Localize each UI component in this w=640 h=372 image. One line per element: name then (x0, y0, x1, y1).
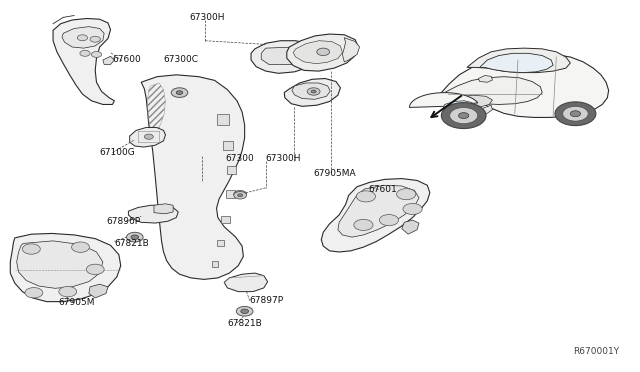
Polygon shape (129, 205, 178, 223)
Circle shape (92, 51, 102, 57)
Polygon shape (141, 75, 244, 279)
Text: 67300: 67300 (225, 154, 254, 163)
Circle shape (356, 191, 376, 202)
Polygon shape (227, 190, 235, 198)
Circle shape (86, 264, 104, 275)
Circle shape (311, 90, 316, 93)
Circle shape (234, 190, 246, 198)
Polygon shape (342, 38, 360, 62)
Polygon shape (410, 93, 478, 108)
Circle shape (442, 103, 486, 129)
Text: 67300C: 67300C (164, 55, 198, 64)
Polygon shape (212, 261, 218, 267)
Polygon shape (217, 114, 228, 125)
Polygon shape (53, 19, 115, 105)
Text: 67896P: 67896P (106, 217, 140, 226)
Polygon shape (338, 185, 419, 237)
Circle shape (22, 244, 40, 254)
Polygon shape (478, 76, 492, 82)
Text: 67300H: 67300H (189, 13, 225, 22)
Polygon shape (89, 284, 108, 298)
Circle shape (317, 48, 330, 55)
Circle shape (127, 232, 143, 242)
Text: 67897P: 67897P (250, 296, 284, 305)
Text: 67821B: 67821B (227, 319, 262, 328)
Circle shape (145, 134, 154, 139)
Polygon shape (293, 41, 342, 64)
Polygon shape (17, 241, 103, 288)
Polygon shape (10, 234, 121, 302)
Polygon shape (251, 41, 317, 73)
Text: R670001Y: R670001Y (573, 347, 619, 356)
Circle shape (72, 242, 90, 252)
Circle shape (236, 307, 253, 316)
Polygon shape (479, 53, 553, 73)
Circle shape (131, 235, 139, 239)
Polygon shape (103, 56, 115, 64)
Circle shape (403, 203, 422, 215)
Circle shape (77, 35, 88, 41)
Text: 67905M: 67905M (58, 298, 95, 307)
Circle shape (172, 88, 188, 97)
Circle shape (555, 102, 596, 126)
Polygon shape (321, 179, 430, 252)
Circle shape (237, 194, 243, 197)
Text: 67905MA: 67905MA (314, 169, 356, 177)
Polygon shape (261, 47, 304, 64)
Polygon shape (445, 77, 542, 105)
Circle shape (450, 108, 477, 124)
Circle shape (354, 219, 373, 231)
Polygon shape (62, 27, 104, 48)
Polygon shape (447, 95, 492, 108)
Text: 67100G: 67100G (100, 148, 136, 157)
Circle shape (234, 192, 246, 199)
Circle shape (241, 309, 248, 314)
Polygon shape (444, 101, 474, 113)
Polygon shape (221, 216, 230, 223)
Text: 67600: 67600 (113, 55, 141, 64)
Circle shape (570, 111, 580, 117)
Polygon shape (284, 78, 340, 106)
Circle shape (176, 91, 182, 94)
Circle shape (59, 286, 77, 297)
Polygon shape (402, 220, 419, 234)
Polygon shape (292, 83, 330, 99)
Circle shape (397, 189, 416, 200)
Circle shape (563, 106, 588, 121)
Circle shape (80, 50, 90, 56)
Polygon shape (130, 128, 166, 147)
Polygon shape (216, 240, 224, 246)
Polygon shape (224, 273, 268, 292)
Polygon shape (154, 204, 173, 214)
Text: 67300H: 67300H (266, 154, 301, 163)
Circle shape (25, 288, 43, 298)
Text: 67601: 67601 (368, 185, 397, 194)
Text: 67821B: 67821B (115, 239, 149, 248)
Polygon shape (227, 166, 236, 174)
Polygon shape (440, 53, 609, 118)
Circle shape (90, 36, 100, 42)
Polygon shape (287, 34, 358, 71)
Circle shape (380, 215, 399, 226)
Polygon shape (306, 49, 320, 69)
Polygon shape (223, 141, 233, 150)
Circle shape (459, 113, 468, 119)
Polygon shape (444, 105, 492, 116)
Circle shape (307, 88, 320, 95)
Polygon shape (467, 48, 570, 73)
